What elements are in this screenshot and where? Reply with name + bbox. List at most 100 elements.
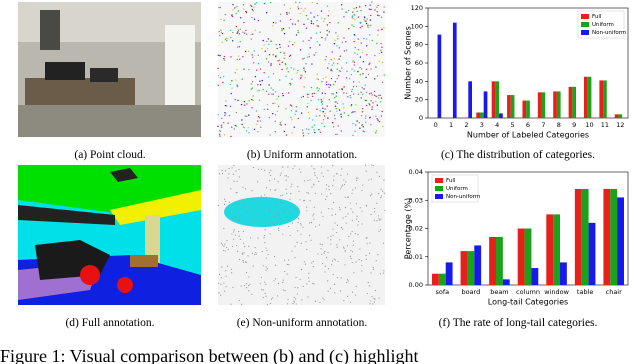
point (231, 217, 234, 219)
point (248, 245, 250, 247)
point (272, 25, 274, 27)
x-tick-label: 1 (449, 121, 453, 129)
point (287, 176, 289, 178)
point (325, 184, 328, 186)
point (367, 24, 369, 27)
point (325, 76, 327, 78)
point (334, 80, 337, 83)
point (244, 104, 246, 107)
point (228, 201, 230, 203)
point (270, 169, 272, 171)
point (277, 181, 279, 183)
point (370, 195, 372, 197)
point (322, 110, 324, 113)
point (218, 133, 221, 136)
point (272, 73, 275, 75)
point (365, 237, 367, 239)
point (289, 82, 291, 85)
point (300, 233, 302, 235)
point (264, 50, 267, 52)
point (289, 104, 292, 106)
point (244, 115, 246, 117)
point (369, 116, 372, 119)
point (331, 70, 333, 72)
point (305, 27, 308, 29)
point (323, 97, 325, 99)
point (352, 240, 355, 242)
point (232, 4, 234, 6)
point (348, 28, 350, 30)
point (321, 92, 324, 94)
point (334, 259, 337, 261)
point (369, 303, 371, 305)
chart: 0.00 0.01 0.02 0.03 0.04 sofa board beam column w… (404, 168, 629, 307)
point (239, 258, 241, 261)
point (224, 105, 227, 107)
point (263, 71, 265, 74)
point (317, 78, 319, 81)
point (237, 219, 239, 221)
point (351, 192, 353, 194)
point (264, 214, 266, 217)
point (352, 123, 354, 125)
point (235, 12, 237, 15)
point (223, 57, 225, 60)
point (314, 192, 316, 194)
point (361, 270, 363, 272)
point (226, 265, 229, 267)
point (232, 286, 234, 289)
point (355, 261, 357, 263)
point (365, 22, 368, 25)
point (361, 87, 363, 89)
point (359, 73, 362, 76)
point (275, 221, 278, 223)
point (315, 226, 317, 228)
point (311, 165, 313, 167)
point (328, 86, 330, 89)
point (318, 224, 321, 226)
point (253, 6, 255, 8)
point (263, 44, 265, 46)
bar (474, 245, 482, 285)
bar (495, 81, 500, 118)
point (302, 132, 304, 134)
point (362, 93, 364, 96)
point (259, 31, 261, 33)
point (331, 208, 333, 210)
point (334, 292, 336, 294)
point (246, 210, 248, 212)
point (282, 211, 284, 214)
bar (499, 113, 503, 118)
point (333, 175, 335, 177)
point (378, 14, 380, 17)
point (365, 254, 367, 257)
point (224, 38, 227, 41)
point (326, 5, 329, 7)
point (371, 106, 374, 108)
point (311, 186, 313, 188)
point (294, 245, 296, 247)
point (366, 243, 368, 245)
point (341, 186, 343, 188)
legend-label: Non-uniform (446, 194, 480, 200)
point (217, 84, 219, 86)
point (233, 180, 235, 182)
point (320, 166, 323, 168)
point (316, 19, 318, 22)
y-axis-label: Number of Scenes (404, 26, 413, 100)
point (363, 16, 366, 19)
point (273, 280, 275, 282)
point (254, 3, 256, 5)
point (319, 44, 321, 46)
legend-label: Full (446, 178, 456, 184)
point (234, 7, 236, 9)
point (377, 34, 379, 36)
point (308, 55, 311, 58)
point (368, 252, 371, 254)
point (314, 174, 316, 176)
point (373, 78, 376, 80)
y-tick-label: 20 (415, 96, 423, 104)
point (294, 298, 297, 300)
point (223, 19, 225, 22)
point (288, 27, 291, 29)
